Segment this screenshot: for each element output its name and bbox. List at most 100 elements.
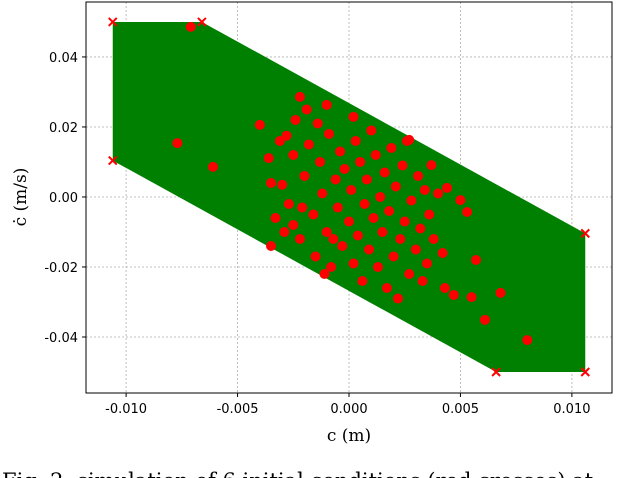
dot-marker <box>437 247 448 258</box>
dot-marker <box>390 181 401 192</box>
y-tick-label: 0.00 <box>49 191 78 206</box>
dot-marker <box>323 128 334 139</box>
dot-marker <box>424 209 435 220</box>
x-tick-label: -0.010 <box>105 402 147 417</box>
dot-marker <box>265 177 276 188</box>
dot-marker <box>415 223 426 234</box>
dot-marker <box>404 268 415 279</box>
dot-marker <box>384 205 395 216</box>
dot-marker <box>426 160 437 171</box>
dot-marker <box>315 156 326 167</box>
dot-marker <box>319 268 330 279</box>
y-axis-label: ċ (m/s) <box>11 168 31 227</box>
dot-marker <box>294 233 305 244</box>
dot-marker <box>495 287 506 298</box>
dot-marker <box>274 135 285 146</box>
dot-marker <box>375 191 386 202</box>
feasible-region <box>112 21 586 372</box>
dot-marker <box>303 139 314 150</box>
dot-marker <box>410 244 421 255</box>
dot-marker <box>265 240 276 251</box>
marks <box>108 17 590 377</box>
x-tick-label: -0.005 <box>217 402 259 417</box>
dot-marker <box>419 184 430 195</box>
dot-marker <box>326 261 337 272</box>
dot-marker <box>301 104 312 115</box>
dot-marker <box>401 135 412 146</box>
dot-marker <box>290 114 301 125</box>
dot-marker <box>310 251 321 262</box>
dot-marker <box>399 216 410 227</box>
dot-marker <box>381 282 392 293</box>
dot-marker <box>359 198 370 209</box>
dot-marker <box>348 258 359 269</box>
dot-marker <box>337 240 348 251</box>
dot-marker <box>279 226 290 237</box>
dot-marker <box>448 289 459 300</box>
dot-marker <box>352 230 363 241</box>
x-tick-label: 0.010 <box>553 402 590 417</box>
ticks: -0.010 -0.005 0.000 0.005 0.010 -0.04 -0.02 0.0… <box>44 51 590 417</box>
dot-marker <box>377 226 388 237</box>
dot-marker <box>288 219 299 230</box>
dot-marker <box>350 135 361 146</box>
caption: Fig. 2: simulation of 6 initial conditio… <box>2 469 594 478</box>
dot-marker <box>328 233 339 244</box>
dot-marker <box>346 184 357 195</box>
cross-marker <box>108 17 118 27</box>
dot-marker <box>393 293 404 304</box>
dot-marker <box>294 91 305 102</box>
dot-marker <box>379 167 390 178</box>
dot-marker <box>422 258 433 269</box>
dot-marker <box>370 149 381 160</box>
dot-marker <box>312 118 323 129</box>
dot-marker <box>355 156 366 167</box>
dot-marker <box>439 282 450 293</box>
dot-marker <box>462 207 473 218</box>
cross-marker <box>108 155 118 166</box>
y-tick-label: -0.02 <box>44 261 78 276</box>
dot-marker <box>297 202 308 213</box>
dot-marker <box>288 149 299 160</box>
dot-marker <box>433 188 444 199</box>
dot-marker <box>479 314 490 325</box>
dot-marker <box>339 163 350 174</box>
dot-marker <box>397 160 408 171</box>
y-tick-label: 0.04 <box>49 51 78 66</box>
dot-marker <box>321 226 332 237</box>
dot-marker <box>386 142 397 153</box>
y-tick-label: -0.04 <box>44 331 78 346</box>
dot-marker <box>466 292 477 303</box>
dot-marker <box>208 161 219 172</box>
dot-marker <box>308 209 319 220</box>
dot-marker <box>283 198 294 209</box>
dot-marker <box>471 254 482 265</box>
x-tick-label: 0.005 <box>442 402 479 417</box>
dot-marker <box>366 125 377 136</box>
dot-marker <box>417 275 428 286</box>
dot-marker <box>357 275 368 286</box>
dot-marker <box>428 233 439 244</box>
dot-marker <box>277 179 288 190</box>
y-tick-label: 0.02 <box>49 121 78 136</box>
dot-marker <box>270 212 281 223</box>
dot-marker <box>172 138 183 149</box>
dot-marker <box>263 153 274 164</box>
dot-marker <box>185 21 196 32</box>
dot-marker <box>361 174 372 185</box>
dot-marker <box>442 182 453 193</box>
dot-marker <box>254 119 265 130</box>
dot-marker <box>299 170 310 181</box>
dot-marker <box>321 99 332 110</box>
cross-marker <box>580 228 590 239</box>
cross-marker <box>197 17 207 27</box>
dot-marker <box>330 174 341 185</box>
dot-marker <box>406 195 417 206</box>
dot-marker <box>368 212 379 223</box>
dot-marker <box>335 146 346 157</box>
dot-marker <box>348 111 359 122</box>
dot-marker <box>364 244 375 255</box>
x-tick-label: 0.000 <box>330 402 367 417</box>
dot-marker <box>522 335 533 346</box>
